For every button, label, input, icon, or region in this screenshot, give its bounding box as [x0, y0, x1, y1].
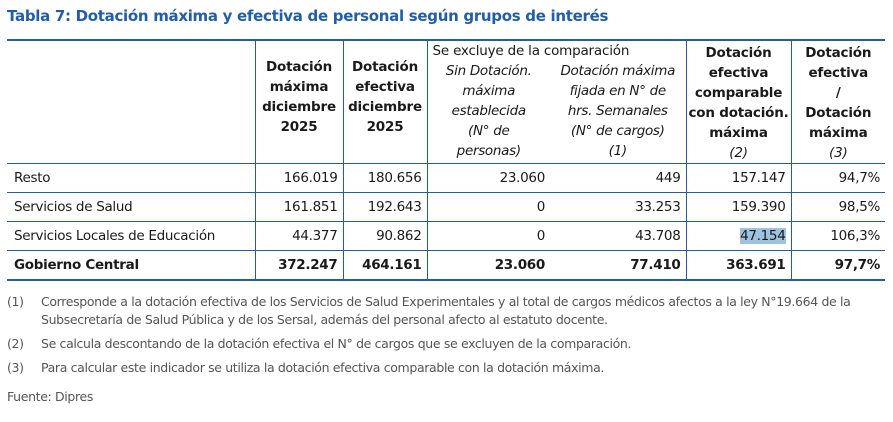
cell-max: 161.851: [255, 192, 344, 222]
header-line: efectiva: [808, 65, 869, 81]
row-name: Resto: [7, 164, 256, 193]
cell-ratio: 98,5%: [791, 192, 886, 222]
header-line: (N° de: [468, 123, 510, 139]
header-line: máxima: [709, 125, 768, 141]
header-line: Dotación: [805, 105, 872, 121]
table-row: Servicios de Salud 161.851 192.643 0 33.…: [7, 192, 886, 222]
highlighted-selection[interactable]: 47.154: [740, 228, 786, 244]
header-dotacion-comparable: Dotación efectiva comparable con dotació…: [686, 40, 792, 164]
header-line: Dotación máxima: [560, 63, 676, 79]
footnotes: (1) Corresponde a la dotación efectiva d…: [7, 293, 892, 404]
table-row: Resto 166.019 180.656 23.060 449 157.147…: [7, 164, 886, 193]
cell-sin-dotacion: 23.060: [427, 250, 550, 281]
header-line: 2025: [366, 119, 404, 135]
footnote-text: Corresponde a la dotación efectiva de lo…: [41, 294, 851, 327]
header-line: establecida: [451, 103, 527, 119]
header-line: personas): [456, 143, 521, 159]
staffing-table: Dotación máxima diciembre 2025 Dotación …: [7, 39, 886, 281]
header-line: Dotación: [705, 45, 772, 61]
cell-ratio: 97,7%: [791, 250, 886, 281]
cell-hrs-semanales: 77.410: [550, 250, 687, 281]
source-note: Fuente: Dipres: [7, 389, 94, 404]
header-line: efectiva: [355, 79, 415, 95]
header-sin-dotacion: Sin Dotación. máxima establecida (N° de …: [427, 61, 550, 164]
header-line: hrs. Semanales: [567, 103, 668, 119]
cell-ratio: 94,7%: [791, 164, 886, 193]
header-line: 2025: [280, 119, 318, 135]
cell-max: 44.377: [255, 221, 344, 251]
cell-comparable: 47.154: [686, 221, 792, 251]
header-line: máxima: [809, 125, 868, 141]
cell-comparable: 363.691: [686, 250, 792, 281]
footnote: (3) Para calcular este indicador se util…: [7, 359, 892, 377]
header-line: Dotación: [352, 59, 418, 75]
cell-comparable: 159.390: [686, 192, 792, 222]
row-name: Gobierno Central: [7, 250, 256, 281]
cell-sin-dotacion: 23.060: [427, 164, 550, 193]
header-line: Dotación: [266, 59, 332, 75]
header-hrs-semanales: Dotación máxima fijada en N° de hrs. Sem…: [550, 61, 687, 164]
footnote: (1) Corresponde a la dotación efectiva d…: [7, 293, 892, 329]
cell-hrs-semanales: 33.253: [550, 192, 687, 222]
cell-comparable: 157.147: [686, 164, 792, 193]
header-line: Sin Dotación.: [445, 63, 532, 79]
cell-ratio: 106,3%: [791, 221, 886, 251]
cell-efectiva: 90.862: [343, 221, 428, 251]
header-line: diciembre: [262, 99, 336, 115]
cell-efectiva: 180.656: [343, 164, 428, 193]
header-line: comparable: [694, 85, 783, 101]
footnote-number: (2): [7, 336, 24, 351]
header-line: máxima: [462, 83, 516, 99]
header-ratio: Dotación efectiva / Dotación máxima (3): [791, 40, 885, 164]
footnote-number: (3): [7, 360, 24, 375]
cell-sin-dotacion: 0: [427, 221, 550, 251]
header-excluded-caption: Se excluye de la comparación: [427, 40, 687, 61]
cell-efectiva: 192.643: [343, 192, 428, 222]
footnote-ref: (3): [829, 145, 848, 161]
header-group-col: [7, 40, 256, 164]
cell-hrs-semanales: 449: [550, 164, 687, 193]
cell-hrs-semanales: 43.708: [550, 221, 687, 251]
table-row-total: Gobierno Central 372.247 464.161 23.060 …: [7, 250, 886, 281]
header-dotacion-efectiva: Dotación efectiva diciembre 2025: [342, 40, 428, 164]
header-line: (N° de cargos): [570, 123, 665, 139]
cell-sin-dotacion: 0: [427, 192, 550, 222]
table-title: Tabla 7: Dotación máxima y efectiva de p…: [7, 7, 609, 25]
footnote-ref: (2): [729, 145, 748, 161]
header-line: Dotación: [805, 45, 872, 61]
header-dotacion-maxima: Dotación máxima diciembre 2025: [255, 40, 343, 164]
header-line: /: [835, 85, 841, 101]
cell-max: 166.019: [255, 164, 344, 193]
header-line: máxima: [269, 79, 329, 95]
header-line: (1): [608, 143, 628, 159]
footnote-text: Para calcular este indicador se utiliza …: [41, 360, 605, 375]
table-row: Servicios Locales de Educación 44.377 90…: [7, 221, 886, 251]
cell-max: 372.247: [255, 250, 344, 281]
footnote: (2) Se calcula descontando de la dotació…: [7, 335, 892, 353]
footnote-text: Se calcula descontando de la dotación ef…: [41, 336, 632, 351]
header-line: diciembre: [348, 99, 422, 115]
row-name: Servicios de Salud: [7, 192, 256, 222]
header-line: efectiva: [708, 65, 769, 81]
footnote-number: (1): [7, 294, 24, 309]
header-line: con dotación.: [688, 105, 789, 121]
cell-efectiva: 464.161: [343, 250, 428, 281]
header-line: fijada en N° de: [569, 83, 667, 99]
row-name: Servicios Locales de Educación: [7, 221, 256, 251]
